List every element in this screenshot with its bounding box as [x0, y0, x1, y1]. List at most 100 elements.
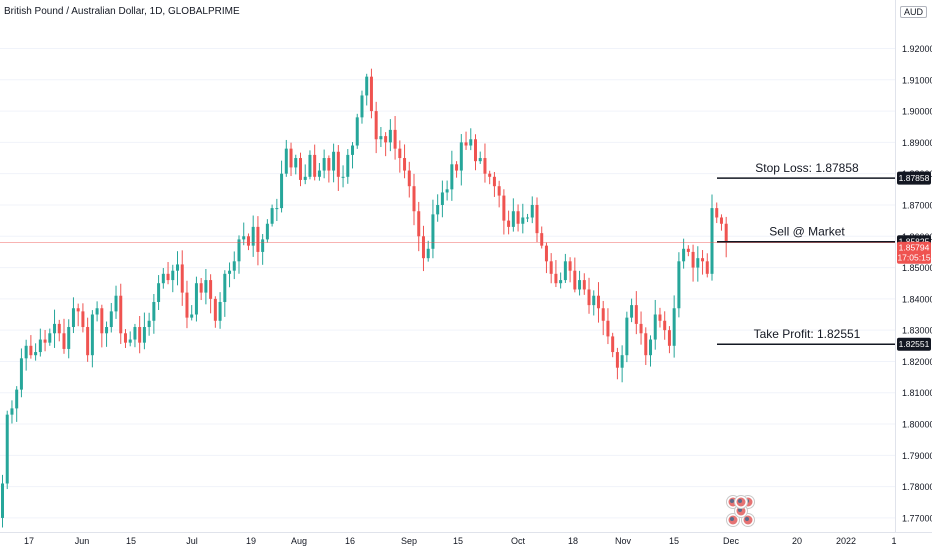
- price-axis: 1.920001.910001.900001.890001.880001.870…: [902, 44, 932, 523]
- candle-body: [38, 339, 42, 353]
- candle-body: [128, 339, 132, 343]
- candle-body: [696, 258, 700, 268]
- candle-body: [421, 236, 425, 259]
- globe-icon[interactable]: [734, 495, 748, 509]
- time-tick-label: 15: [126, 536, 136, 546]
- candle-body: [625, 317, 629, 356]
- time-axis-divider: [0, 532, 932, 533]
- candle-body: [587, 289, 591, 306]
- candle-body: [469, 139, 473, 146]
- candle-body: [407, 170, 411, 187]
- candle-body: [436, 204, 440, 215]
- current-price-tag-bg: [897, 241, 931, 264]
- time-tick-label: 15: [453, 536, 463, 546]
- candle-body: [81, 311, 85, 328]
- candle-body: [265, 223, 269, 240]
- candle-body: [76, 308, 80, 312]
- candle-body: [369, 76, 373, 112]
- time-tick-label: Jul: [186, 536, 198, 546]
- candle-body: [246, 236, 250, 246]
- price-tick-label: 1.89000: [902, 138, 932, 148]
- candle-body: [639, 323, 643, 334]
- candle-body: [228, 270, 232, 274]
- candle-body: [123, 333, 127, 343]
- annotations: Stop Loss: 1.87858 Sell @ Market Take Prof…: [0, 161, 895, 527]
- candle-body: [398, 148, 402, 159]
- candle-body: [204, 280, 208, 293]
- candle-body: [29, 345, 33, 356]
- candle-body: [261, 239, 265, 252]
- candle-body: [322, 158, 326, 171]
- candle-body: [86, 327, 90, 356]
- candle-body: [251, 226, 255, 246]
- candle-body: [142, 327, 146, 343]
- currency-badge[interactable]: AUD: [900, 6, 928, 18]
- candle-body: [138, 327, 142, 343]
- candle-body: [209, 280, 213, 299]
- candle-body: [701, 258, 705, 262]
- candle-body: [313, 154, 317, 177]
- candle-body: [19, 358, 23, 390]
- candle-body: [554, 273, 558, 284]
- candle-body: [592, 295, 596, 306]
- candle-body: [133, 327, 137, 340]
- candle-body: [365, 76, 369, 96]
- globe-icon-core: [730, 517, 734, 521]
- candle-body: [280, 173, 284, 209]
- candle-body: [511, 211, 515, 227]
- candle-body: [374, 111, 378, 140]
- candle-body: [237, 239, 241, 262]
- candle-body: [630, 305, 634, 318]
- candle-body: [563, 261, 567, 281]
- globe-icon[interactable]: [726, 513, 740, 527]
- time-tick-label: Oct: [511, 536, 526, 546]
- candle-body: [719, 217, 723, 224]
- candle-body: [90, 314, 94, 356]
- candle-body: [663, 320, 667, 331]
- candle-body: [289, 148, 293, 168]
- candle-body: [1, 483, 4, 518]
- time-tick-label: Aug: [291, 536, 307, 546]
- candle-body: [544, 245, 548, 262]
- stop-loss-label: Stop Loss: 1.87858: [755, 161, 859, 175]
- candle-body: [634, 305, 638, 324]
- chart-title: British Pound / Australian Dollar, 1D, G…: [4, 6, 240, 17]
- candle-body: [611, 336, 615, 353]
- candle-body: [180, 264, 184, 293]
- candle-body: [43, 339, 47, 343]
- time-tick-label: Dec: [723, 536, 740, 546]
- candle-body: [190, 314, 194, 318]
- candle-body: [161, 273, 165, 284]
- price-tick-label: 1.78000: [902, 482, 932, 492]
- candle-body: [303, 176, 307, 180]
- candle-body: [270, 208, 274, 224]
- candle-body: [658, 314, 662, 321]
- candle-body: [346, 154, 350, 177]
- candle-body: [426, 248, 430, 259]
- candle-body: [194, 283, 198, 315]
- candle-body: [615, 352, 619, 368]
- candle-body: [351, 145, 355, 155]
- time-tick-label: Nov: [615, 536, 632, 546]
- candles: [1, 68, 728, 528]
- candle-body: [492, 176, 496, 187]
- candle-body: [682, 248, 686, 262]
- time-tick-label: 20: [792, 536, 802, 546]
- candle-body: [218, 301, 222, 321]
- candle-body: [105, 327, 109, 334]
- price-tick-label: 1.83000: [902, 326, 932, 336]
- candle-body: [48, 333, 52, 343]
- candle-body: [171, 270, 175, 281]
- candle-body: [649, 339, 653, 356]
- candle-body: [34, 352, 38, 356]
- globe-icon[interactable]: [741, 513, 755, 527]
- candle-body: [677, 261, 681, 309]
- candle-body: [535, 204, 539, 234]
- candle-body: [95, 308, 99, 315]
- price-tick-label: 1.80000: [902, 420, 932, 430]
- candle-body: [483, 158, 487, 174]
- candle-body: [393, 129, 397, 149]
- candle-body: [710, 208, 714, 274]
- candle-body: [474, 139, 477, 162]
